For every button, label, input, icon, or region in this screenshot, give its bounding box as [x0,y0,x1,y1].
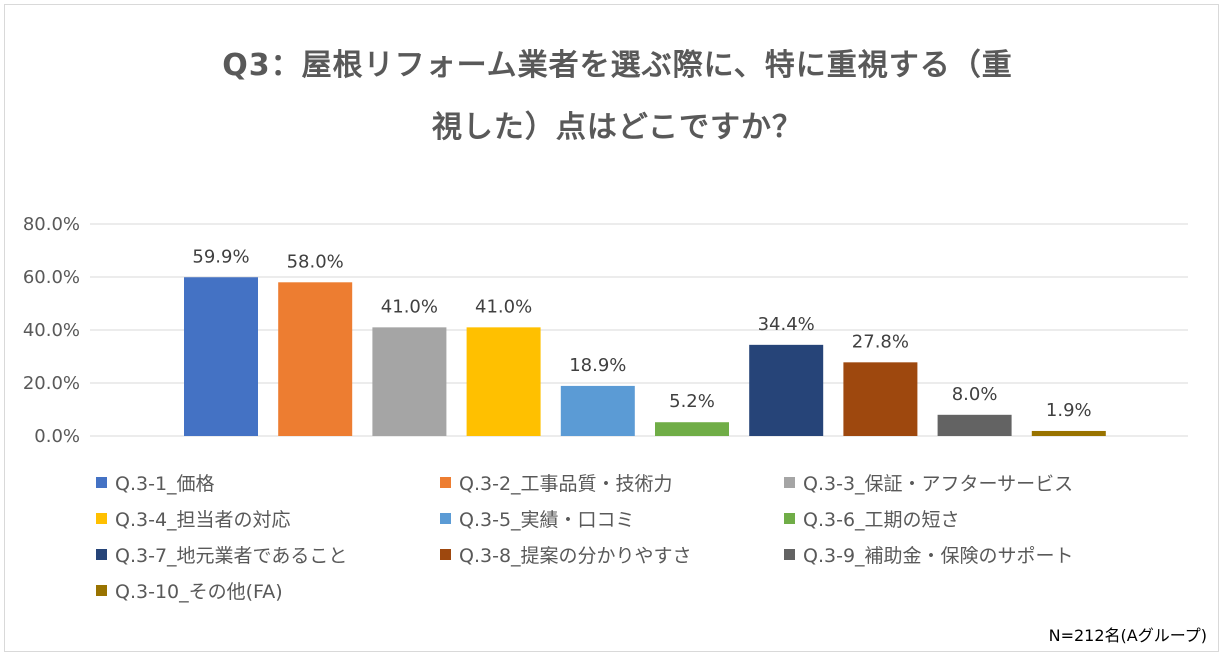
legend-item: Q.3-6_工期の短さ [784,506,1176,531]
legend: Q.3-1_価格 Q.3-2_工事品質・技術力 Q.3-3_保証・アフターサービス Q… [96,470,1176,603]
legend-label: Q.3-6_工期の短さ [803,508,960,531]
bar [184,277,258,436]
legend-swatch [96,548,107,560]
bar [937,414,1012,436]
data-label: 1.9% [1046,400,1092,421]
bar [278,282,353,436]
bar [466,327,541,436]
legend-swatch [440,548,451,560]
legend-label: Q.3-5_実績・口コミ [459,508,635,531]
bar [560,385,635,436]
legend-swatch [96,512,107,524]
legend-item: Q.3-3_保証・アフターサービス [784,470,1176,495]
chart-title-line-1: Q3：屋根リフォーム業者を選ぶ際に、特に重視する（重 [222,48,1013,83]
y-tick-label: 0.0% [34,426,80,447]
legend-swatch [440,512,451,524]
y-tick-label: 80.0% [23,214,80,235]
legend-item: Q.3-10_その他(FA) [96,578,440,603]
legend-swatch [96,584,107,596]
bar [843,362,918,436]
legend-item: Q.3-9_補助金・保険のサポート [784,542,1176,567]
legend-label: Q.3-2_工事品質・技術力 [459,472,673,495]
y-tick-label: 60.0% [23,267,80,288]
legend-label: Q.3-9_補助金・保険のサポート [803,544,1074,567]
legend-item: Q.3-4_担当者の対応 [96,506,440,531]
bar [1031,430,1106,436]
data-label: 27.8% [852,331,909,352]
sample-size-note: N=212名(Aグループ) [1048,626,1207,645]
legend-label: Q.3-8_提案の分かりやすさ [459,544,692,567]
legend-item: Q.3-8_提案の分かりやすさ [440,542,784,567]
legend-label: Q.3-10_その他(FA) [115,580,283,603]
legend-label: Q.3-3_保証・アフターサービス [803,472,1074,495]
legend-item: Q.3-5_実績・口コミ [440,506,784,531]
y-tick-label: 20.0% [23,373,80,394]
data-label: 59.9% [192,246,249,267]
legend-swatch [784,476,795,488]
data-label: 41.0% [381,296,438,317]
legend-label: Q.3-4_担当者の対応 [115,508,291,531]
bar [655,422,729,436]
legend-item: Q.3-1_価格 [96,470,440,495]
data-label: 41.0% [475,296,532,317]
legend-label: Q.3-7_地元業者であること [115,544,348,567]
chart-title: Q3：屋根リフォーム業者を選ぶ際に、特に重視する（重 視した）点はどこですか？ [25,35,1210,159]
data-label: 18.9% [569,355,626,376]
bar [372,327,447,436]
legend-swatch [96,476,107,488]
bar-chart: 0.0% 20.0% 40.0% 60.0% 80.0% 59.9% 58.0% 41.0% 4… [23,214,1188,447]
data-label: 34.4% [758,314,815,335]
legend-swatch [784,548,795,560]
legend-label: Q.3-1_価格 [115,472,215,495]
legend-item: Q.3-7_地元業者であること [96,542,440,567]
legend-swatch [784,512,795,524]
legend-item: Q.3-2_工事品質・技術力 [440,470,784,495]
chart-title-line-2: 視した）点はどこですか？ [431,110,804,145]
bar [749,344,824,436]
data-label: 8.0% [952,384,998,405]
legend-swatch [440,476,451,488]
data-label: 5.2% [669,391,715,412]
y-tick-label: 40.0% [23,320,80,341]
data-label: 58.0% [287,251,344,272]
